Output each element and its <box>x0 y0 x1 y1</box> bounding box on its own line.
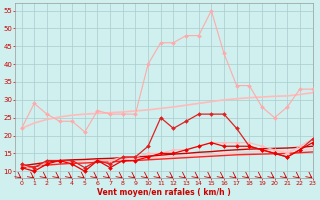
X-axis label: Vent moyen/en rafales ( km/h ): Vent moyen/en rafales ( km/h ) <box>97 188 231 197</box>
